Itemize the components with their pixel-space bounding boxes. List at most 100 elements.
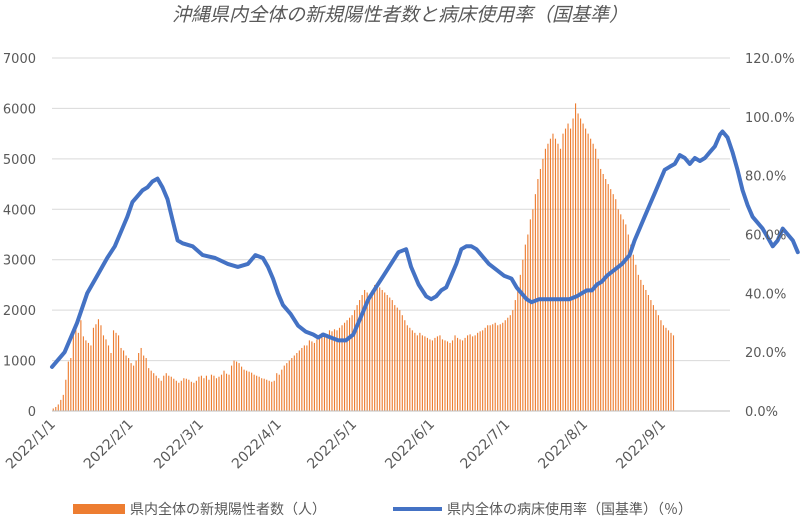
bar [559, 148, 562, 411]
bar [374, 284, 376, 411]
bar [509, 315, 511, 411]
bar [316, 339, 318, 411]
bar [396, 307, 398, 411]
legend-swatch-bars [73, 504, 125, 514]
bar [236, 361, 238, 411]
bar [552, 133, 554, 411]
bar [585, 128, 587, 411]
bar [223, 370, 225, 411]
bar [499, 324, 501, 411]
bar [185, 378, 187, 411]
bar [97, 319, 100, 411]
bar [657, 315, 659, 411]
bar [582, 123, 584, 412]
bar [394, 305, 396, 411]
bar [507, 317, 509, 411]
x-tick-label: 2022/2/1 [81, 417, 137, 473]
bar [497, 325, 499, 411]
bar [323, 334, 326, 411]
line-path [50, 129, 800, 369]
bar [622, 219, 624, 411]
bar [361, 295, 363, 411]
bar [404, 320, 406, 411]
bar [288, 360, 290, 411]
bar [667, 330, 670, 411]
bar [82, 336, 84, 411]
bar [529, 219, 531, 411]
bar [296, 353, 298, 411]
bar [138, 353, 140, 411]
bar [293, 355, 295, 411]
bar [105, 339, 107, 411]
bar [359, 300, 361, 411]
bar [338, 327, 341, 411]
bar [313, 342, 315, 411]
bar [381, 289, 383, 411]
bar [253, 374, 255, 411]
bar [266, 379, 268, 411]
bar [326, 336, 328, 411]
x-tick-label: 2022/1/1 [3, 417, 59, 473]
bar [391, 300, 393, 411]
bar [205, 375, 207, 411]
bar [230, 365, 233, 411]
bar [145, 358, 147, 411]
bar [416, 335, 418, 411]
bar [386, 295, 388, 411]
bar [600, 168, 602, 411]
bar [200, 375, 202, 411]
bar [246, 370, 248, 411]
x-axis: 2022/1/1 2022/2/1 2022/3/1 2022/4/1 2022/5/1… [3, 410, 730, 473]
bar [514, 300, 516, 411]
bar [587, 133, 589, 411]
bar [366, 292, 368, 411]
y-right-tick-label: 60.0% [745, 229, 786, 244]
bar [291, 358, 293, 411]
y-right-tick-label: 40.0% [745, 287, 786, 302]
bar [60, 399, 62, 411]
bar [133, 365, 135, 411]
y-left-tick-label: 6000 [3, 102, 36, 117]
bar [308, 340, 310, 411]
bar [173, 378, 175, 411]
bar [369, 295, 371, 411]
bar [268, 380, 270, 411]
y-left-tick-label: 5000 [3, 153, 36, 168]
bar [439, 335, 441, 411]
bar [617, 209, 619, 411]
bar [569, 128, 572, 411]
bar [544, 148, 546, 411]
bar [128, 358, 130, 411]
bar [665, 327, 667, 411]
bar [494, 322, 496, 411]
x-tick-label: 2022/4/1 [229, 417, 285, 473]
bar [311, 341, 313, 411]
bar [384, 292, 386, 411]
x-tick-label: 2022/9/1 [613, 417, 669, 473]
bar [153, 373, 155, 411]
y-right-tick-label: 0.0% [745, 405, 778, 420]
bar [554, 138, 557, 411]
bar [278, 374, 280, 411]
bar [150, 370, 152, 411]
bar [170, 376, 172, 411]
bar [577, 113, 579, 411]
bar [672, 335, 675, 411]
bar [462, 340, 464, 411]
bar [409, 327, 411, 411]
bar [434, 337, 436, 411]
bar [90, 345, 92, 411]
bar [110, 353, 112, 411]
bar [580, 118, 582, 411]
bar [349, 317, 351, 411]
y-right-tick-label: 20.0% [745, 346, 786, 361]
bar [446, 341, 449, 411]
bar [572, 118, 574, 411]
bar [642, 284, 644, 411]
bar [301, 347, 303, 411]
bar [575, 103, 577, 411]
bar [225, 373, 228, 411]
bar [318, 335, 320, 411]
bar [401, 315, 403, 411]
bar [258, 376, 260, 411]
